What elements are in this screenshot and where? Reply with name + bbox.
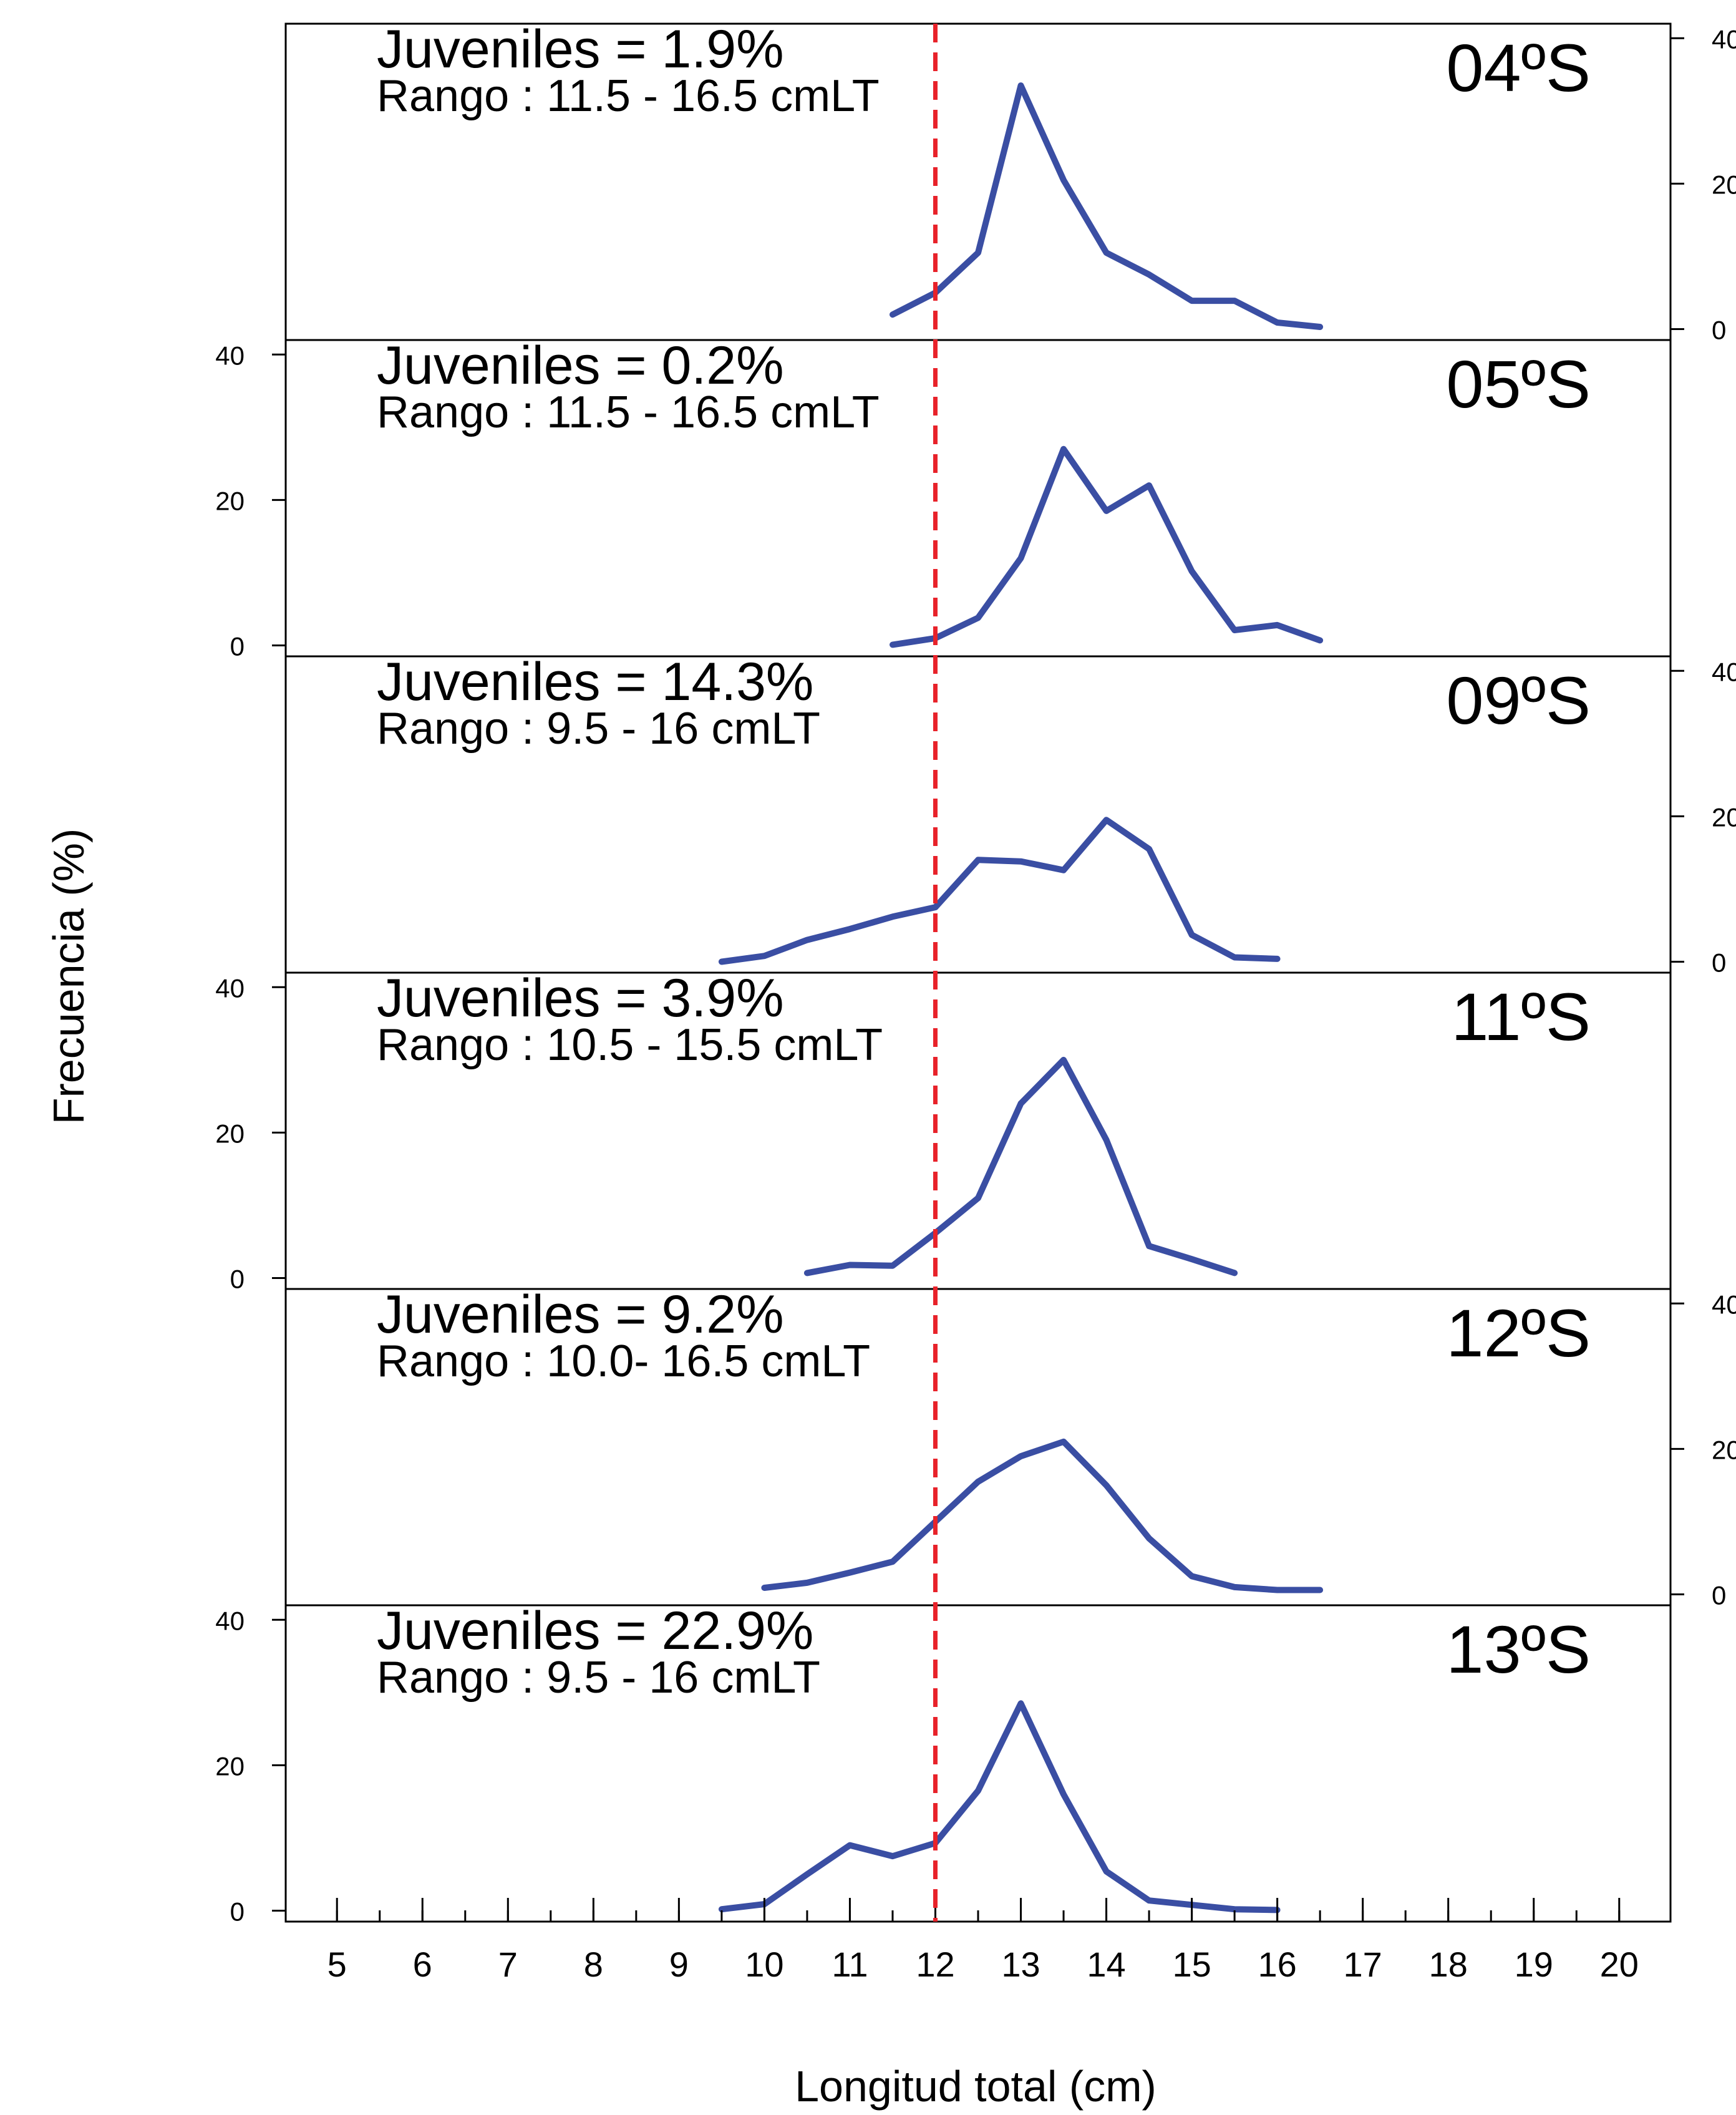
- frequency-line: [890, 445, 1324, 648]
- y-tick-label: 20: [215, 1119, 245, 1148]
- range-label: Rango : 10.5 - 15.5 cmLT: [377, 1020, 883, 1070]
- latitude-label: 09ºS: [1446, 663, 1591, 738]
- frequency-line: [718, 1700, 1281, 1913]
- juveniles-label: Juveniles = 14.3%: [377, 652, 813, 712]
- x-tick-label: 9: [669, 1945, 689, 1984]
- y-tick-label: 20: [215, 486, 245, 515]
- frequency-line: [803, 1056, 1238, 1276]
- juveniles-label: Juveniles = 9.2%: [377, 1285, 784, 1344]
- latitude-label: 04ºS: [1446, 30, 1591, 105]
- x-tick-label: 7: [498, 1945, 518, 1984]
- juveniles-label: Juveniles = 22.9%: [377, 1601, 813, 1661]
- latitude-label: 12ºS: [1446, 1295, 1591, 1371]
- juveniles-label: Juveniles = 1.9%: [377, 19, 784, 79]
- juveniles-label: Juveniles = 0.2%: [377, 336, 784, 396]
- panel-04ºS: 0 20 40 Juveniles = 1.9%Rango : 11.5 - 16.5…: [284, 19, 1736, 345]
- frequency-line: [761, 1438, 1324, 1593]
- latitude-label: 11ºS: [1451, 979, 1591, 1054]
- x-tick-label: 5: [327, 1945, 347, 1984]
- y-tick-label: 40: [215, 1606, 245, 1635]
- x-axis: 5 6 7 8 9 10 11 12 13 14 15 16 17 18 19 20: [327, 1898, 1639, 1984]
- latitude-label: 13ºS: [1446, 1612, 1591, 1687]
- y-axis-label: Frecuencia (%): [44, 829, 93, 1125]
- y-tick-label: 20: [1712, 1435, 1736, 1464]
- x-tick-label: 11: [832, 1945, 868, 1984]
- y-tick-label: 0: [1712, 948, 1726, 978]
- range-label: Rango : 10.0- 16.5 cmLT: [377, 1336, 870, 1386]
- frequency-line: [718, 817, 1281, 965]
- y-tick-label: 0: [1712, 316, 1726, 345]
- range-label: Rango : 9.5 - 16 cmLT: [377, 704, 820, 754]
- x-tick-label: 10: [745, 1945, 783, 1984]
- x-tick-label: 18: [1429, 1945, 1468, 1984]
- x-tick-label: 12: [916, 1945, 954, 1984]
- y-tick-label: 40: [215, 973, 245, 1003]
- y-tick-label: 20: [215, 1751, 245, 1781]
- x-tick-label: 15: [1172, 1945, 1211, 1984]
- x-tick-label: 19: [1515, 1945, 1553, 1984]
- range-label: Rango : 9.5 - 16 cmLT: [377, 1653, 820, 1703]
- panel-09ºS: 0 20 40 Juveniles = 14.3%Rango : 9.5 - 16 c…: [284, 652, 1736, 978]
- y-tick-label: 20: [1712, 170, 1736, 199]
- x-tick-label: 8: [584, 1945, 603, 1984]
- x-tick-label: 17: [1344, 1945, 1382, 1984]
- y-tick-label: 40: [1712, 1290, 1736, 1319]
- y-tick-label: 40: [1712, 24, 1736, 54]
- y-tick-label: 0: [230, 632, 245, 661]
- juveniles-label: Juveniles = 3.9%: [377, 968, 784, 1028]
- x-tick-label: 16: [1258, 1945, 1296, 1984]
- x-tick-label: 13: [1001, 1945, 1040, 1984]
- x-tick-label: 6: [413, 1945, 432, 1984]
- frequency-line: [890, 82, 1324, 330]
- range-label: Rango : 11.5 - 16.5 cmLT: [377, 71, 880, 121]
- range-label: Rango : 11.5 - 16.5 cmLT: [377, 387, 880, 437]
- y-tick-label: 40: [1712, 657, 1736, 686]
- y-tick-label: 20: [1712, 802, 1736, 832]
- x-axis-label: Longitud total (cm): [795, 2062, 1157, 2111]
- y-tick-label: 0: [1712, 1581, 1726, 1610]
- y-tick-label: 0: [230, 1265, 245, 1294]
- latitude-label: 05ºS: [1446, 346, 1591, 422]
- y-tick-label: 0: [230, 1897, 245, 1927]
- panel-12ºS: 0 20 40 Juveniles = 9.2%Rango : 10.0- 16.5 …: [284, 1285, 1736, 1610]
- x-tick-label: 14: [1087, 1945, 1125, 1984]
- panel-13ºS: 0 20 40 Juveniles = 22.9%Rango : 9.5 - 16 c…: [215, 1601, 1672, 1927]
- y-tick-label: 40: [215, 341, 245, 370]
- x-tick-label: 20: [1600, 1945, 1639, 1984]
